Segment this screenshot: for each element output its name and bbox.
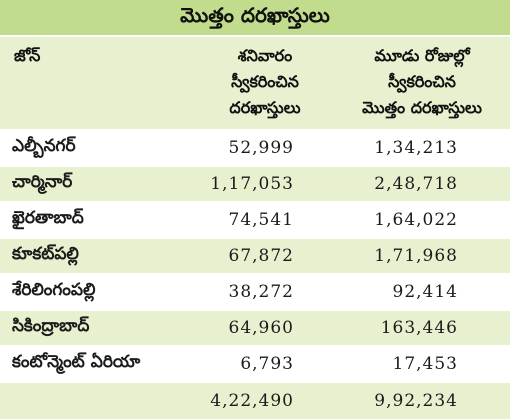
total-count: 163,446 bbox=[380, 318, 458, 338]
zone-name: చార్మినార్ bbox=[12, 172, 73, 192]
header-total-line: మొత్తం దరఖాస్తులు bbox=[362, 98, 482, 117]
saturday-count: 52,999 bbox=[228, 138, 294, 158]
table-row: ఖైరతాబాద్ 74,541 1,64,022 bbox=[0, 203, 510, 237]
table-row: సికింద్రాబాద్ 64,960 163,446 bbox=[0, 311, 510, 345]
header-saturday-line: శనివారం bbox=[237, 46, 293, 65]
table-row: ఎల్బీనగర్ 52,999 1,34,213 bbox=[0, 131, 510, 165]
total-count: 1,34,213 bbox=[374, 138, 458, 158]
table-row: కూకట్‌పల్లి 67,872 1,71,968 bbox=[0, 239, 510, 273]
table-row: శేరిలింగంపల్లి 38,272 92,414 bbox=[0, 275, 510, 309]
saturday-count: 64,960 bbox=[228, 318, 294, 338]
table-row: కంటోన్మెంట్ ఏరియా 6,793 17,453 bbox=[0, 347, 510, 381]
zone-name: సికింద్రాబాద్ bbox=[12, 316, 90, 336]
total-row: 4,22,490 9,92,234 bbox=[0, 383, 510, 419]
header-total-line: స్వీకరించిన bbox=[388, 72, 456, 91]
saturday-count: 67,872 bbox=[228, 246, 294, 266]
table-header: జోన్ శనివారం స్వీకరించిన దరఖాస్తులు మూడు… bbox=[0, 37, 510, 129]
total-count: 9,92,234 bbox=[374, 391, 458, 411]
header-saturday-line: దరఖాస్తులు bbox=[229, 98, 301, 117]
header-total-line: మూడు రోజుల్లో bbox=[374, 46, 470, 65]
zone-name: ఎల్బీనగర్ bbox=[12, 136, 76, 156]
header-saturday-line: స్వీకరించిన bbox=[231, 72, 299, 91]
zone-name: కూకట్‌పల్లి bbox=[12, 244, 79, 264]
table-row: చార్మినార్ 1,17,053 2,48,718 bbox=[0, 167, 510, 201]
header-zone: జోన్ bbox=[14, 46, 41, 65]
zone-name: ఖైరతాబాద్ bbox=[12, 208, 84, 228]
saturday-count: 4,22,490 bbox=[210, 391, 294, 411]
table-title: మొత్తం దరఖాస్తులు bbox=[0, 0, 510, 35]
zone-name: కంటోన్మెంట్ ఏరియా bbox=[12, 352, 141, 372]
total-count: 1,71,968 bbox=[374, 246, 458, 266]
header-saturday: శనివారం స్వీకరించిన దరఖాస్తులు bbox=[200, 43, 330, 121]
total-count: 17,453 bbox=[392, 354, 458, 374]
saturday-count: 6,793 bbox=[240, 354, 294, 374]
zone-name: శేరిలింగంపల్లి bbox=[12, 280, 96, 300]
total-count: 92,414 bbox=[392, 282, 458, 302]
header-total: మూడు రోజుల్లో స్వీకరించిన మొత్తం దరఖాస్త… bbox=[342, 43, 502, 121]
saturday-count: 74,541 bbox=[228, 210, 294, 230]
total-count: 2,48,718 bbox=[374, 174, 458, 194]
total-count: 1,64,022 bbox=[374, 210, 458, 230]
saturday-count: 38,272 bbox=[228, 282, 294, 302]
saturday-count: 1,17,053 bbox=[210, 174, 294, 194]
